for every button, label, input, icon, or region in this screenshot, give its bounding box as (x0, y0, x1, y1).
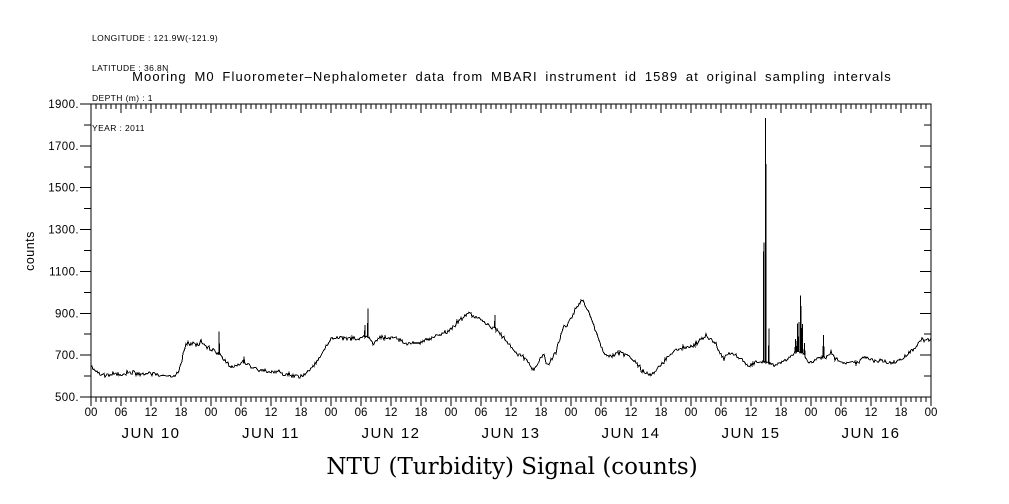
x-hour-label: 06 (475, 407, 488, 419)
x-hour-label: 12 (625, 407, 638, 419)
y-tick-label: 1700. (48, 141, 79, 153)
x-hour-label: 00 (565, 407, 578, 419)
x-hour-label: 06 (835, 407, 848, 419)
x-day-label: JUN 16 (841, 425, 900, 442)
header-block: LONGITUDE : 121.9W(-121.9) LATITUDE : 36… (92, 13, 218, 153)
x-hour-label: 00 (925, 407, 938, 419)
x-hour-label: 18 (175, 407, 188, 419)
x-hour-label: 18 (655, 407, 668, 419)
x-hour-label: 00 (805, 407, 818, 419)
header-longitude: LONGITUDE : 121.9W(-121.9) (92, 33, 219, 43)
y-tick-label: 700. (55, 350, 79, 362)
y-tick-label: 1100. (49, 266, 79, 278)
header-year: YEAR : 2011 (92, 123, 145, 133)
x-day-label: JUN 11 (242, 425, 300, 442)
x-hour-label: 00 (325, 407, 338, 419)
y-tick-label: 1300. (48, 225, 79, 237)
x-hour-label: 00 (445, 407, 458, 419)
x-hour-label: 06 (715, 407, 728, 419)
x-day-label: JUN 15 (721, 425, 780, 442)
x-hour-label: 00 (685, 407, 698, 419)
y-tick-label: 1900. (48, 99, 79, 111)
header-latitude: LATITUDE : 36.8N (92, 63, 169, 73)
x-hour-label: 12 (385, 407, 398, 419)
figure-title: Mooring M0 Fluorometer–Nephalometer data… (132, 69, 892, 84)
x-hour-label: 12 (265, 407, 278, 419)
x-hour-label: 00 (85, 407, 98, 419)
x-hour-label: 18 (775, 407, 788, 419)
x-day-label: JUN 13 (481, 425, 540, 442)
x-day-label: JUN 14 (601, 425, 660, 442)
x-hour-label: 00 (205, 407, 218, 419)
x-day-label: JUN 12 (361, 425, 420, 442)
data-line (90, 118, 932, 379)
x-hour-label: 06 (235, 407, 248, 419)
x-hour-label: 06 (595, 407, 608, 419)
x-hour-label: 06 (115, 407, 128, 419)
x-hour-label: 12 (145, 407, 158, 419)
x-hour-label: 06 (355, 407, 368, 419)
x-hour-label: 12 (745, 407, 758, 419)
x-axis-caption: NTU (Turbidity) Signal (counts) (326, 454, 698, 480)
x-hour-label: 18 (535, 407, 548, 419)
y-tick-label: 500. (55, 392, 79, 404)
y-tick-label: 1500. (48, 183, 79, 195)
x-day-label: JUN 10 (121, 425, 180, 442)
x-hour-label: 18 (895, 407, 908, 419)
x-hour-label: 12 (505, 407, 518, 419)
y-tick-label: 900. (55, 308, 79, 320)
header-depth: DEPTH (m) : 1 (92, 93, 153, 103)
axis-ticks (80, 103, 932, 406)
x-hour-label: 18 (295, 407, 308, 419)
x-hour-label: 18 (415, 407, 428, 419)
x-hour-label: 12 (865, 407, 878, 419)
